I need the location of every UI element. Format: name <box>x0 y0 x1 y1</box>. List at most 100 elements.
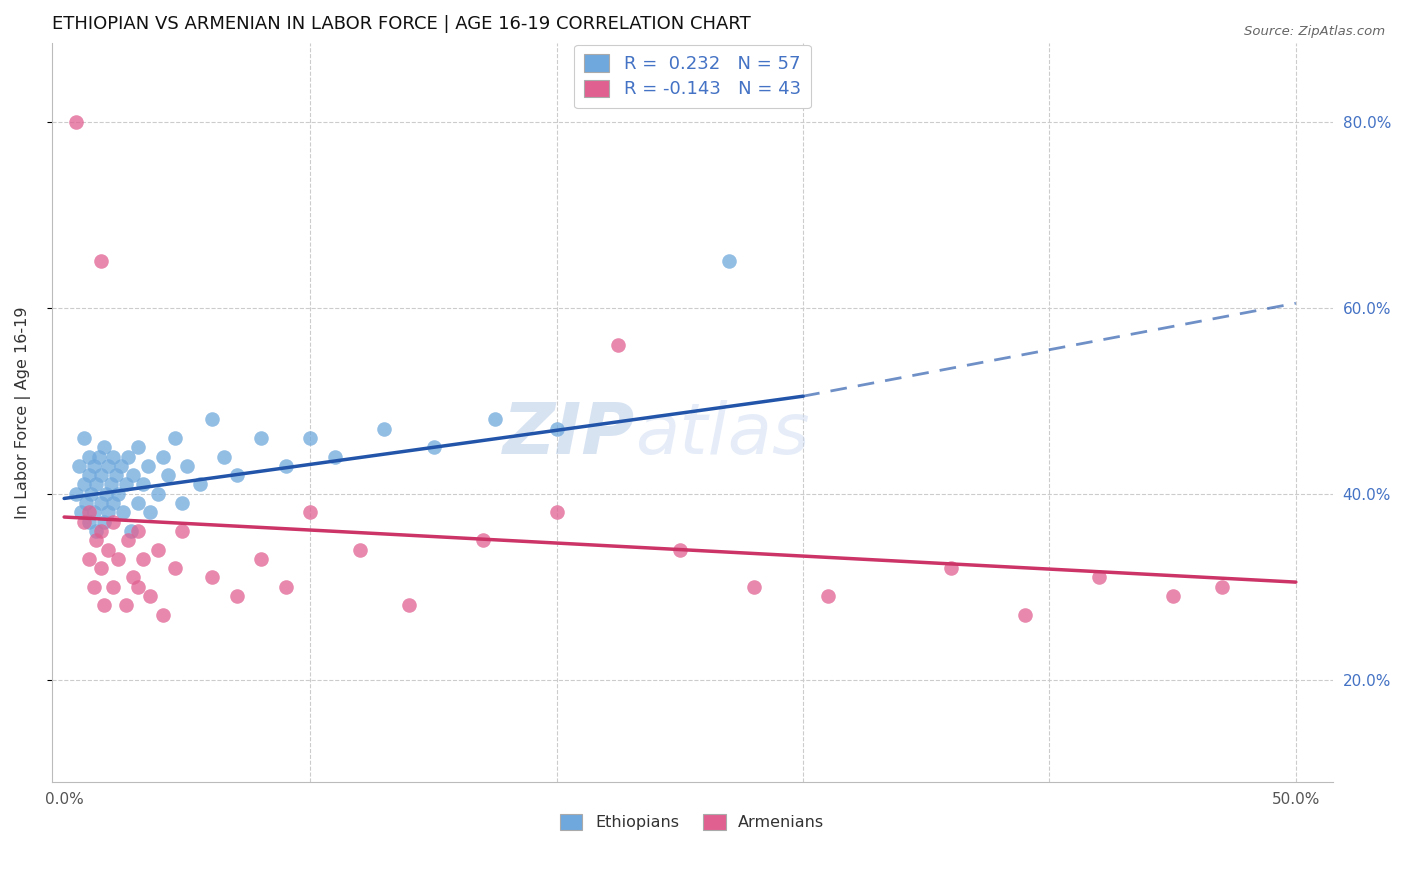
Point <box>77 552 100 566</box>
Point <box>132 552 155 566</box>
Point <box>939 561 962 575</box>
Point <box>225 468 247 483</box>
Point <box>546 422 568 436</box>
Point <box>84 477 107 491</box>
Point <box>146 542 169 557</box>
Point <box>104 468 127 483</box>
Point <box>97 458 120 473</box>
Point <box>127 580 149 594</box>
Text: Source: ZipAtlas.com: Source: ZipAtlas.com <box>1244 25 1385 38</box>
Point <box>349 542 371 557</box>
Point <box>250 431 273 445</box>
Point <box>139 505 162 519</box>
Point <box>122 570 145 584</box>
Point <box>90 468 112 483</box>
Point <box>127 440 149 454</box>
Point <box>176 458 198 473</box>
Point <box>742 580 765 594</box>
Point <box>77 450 100 464</box>
Point <box>93 515 115 529</box>
Point <box>163 561 186 575</box>
Point <box>73 515 96 529</box>
Point <box>225 589 247 603</box>
Point <box>77 505 100 519</box>
Point <box>65 115 87 129</box>
Point <box>214 450 236 464</box>
Point <box>546 505 568 519</box>
Point <box>97 505 120 519</box>
Point <box>127 524 149 538</box>
Text: ZIP: ZIP <box>502 401 634 469</box>
Point <box>172 496 194 510</box>
Point <box>107 552 129 566</box>
Point <box>90 561 112 575</box>
Point <box>90 496 112 510</box>
Point <box>1161 589 1184 603</box>
Point <box>1014 607 1036 622</box>
Point <box>172 524 194 538</box>
Y-axis label: In Labor Force | Age 16-19: In Labor Force | Age 16-19 <box>15 306 31 518</box>
Point <box>83 580 105 594</box>
Point <box>152 607 174 622</box>
Point <box>103 515 125 529</box>
Point <box>117 533 139 548</box>
Point <box>127 496 149 510</box>
Point <box>201 570 224 584</box>
Point <box>250 552 273 566</box>
Point <box>201 412 224 426</box>
Point <box>112 505 135 519</box>
Point <box>73 431 96 445</box>
Point <box>93 440 115 454</box>
Point <box>117 450 139 464</box>
Text: ETHIOPIAN VS ARMENIAN IN LABOR FORCE | AGE 16-19 CORRELATION CHART: ETHIOPIAN VS ARMENIAN IN LABOR FORCE | A… <box>52 15 751 33</box>
Point <box>70 505 93 519</box>
Point <box>114 477 136 491</box>
Point <box>103 450 125 464</box>
Point <box>373 422 395 436</box>
Point <box>152 450 174 464</box>
Point <box>139 589 162 603</box>
Point <box>299 431 322 445</box>
Point <box>90 524 112 538</box>
Point <box>84 524 107 538</box>
Point <box>93 599 115 613</box>
Point <box>97 542 120 557</box>
Point <box>84 533 107 548</box>
Point <box>484 412 506 426</box>
Point <box>80 487 103 501</box>
Point <box>136 458 159 473</box>
Point <box>163 431 186 445</box>
Point <box>146 487 169 501</box>
Point <box>90 254 112 268</box>
Point <box>132 477 155 491</box>
Point <box>77 468 100 483</box>
Point <box>156 468 179 483</box>
Point <box>669 542 692 557</box>
Point <box>422 440 444 454</box>
Point <box>1087 570 1109 584</box>
Point <box>471 533 494 548</box>
Point <box>120 524 142 538</box>
Point <box>73 477 96 491</box>
Point <box>83 458 105 473</box>
Point <box>122 468 145 483</box>
Point <box>188 477 211 491</box>
Point <box>75 496 97 510</box>
Point <box>87 450 110 464</box>
Point <box>323 450 346 464</box>
Point <box>65 487 87 501</box>
Point <box>607 338 630 352</box>
Point <box>299 505 322 519</box>
Point <box>103 580 125 594</box>
Point <box>67 458 90 473</box>
Point <box>398 599 420 613</box>
Point <box>103 496 125 510</box>
Point <box>110 458 132 473</box>
Point <box>94 487 117 501</box>
Point <box>274 458 297 473</box>
Point <box>114 599 136 613</box>
Point <box>77 515 100 529</box>
Point <box>817 589 839 603</box>
Point <box>718 254 741 268</box>
Point <box>107 487 129 501</box>
